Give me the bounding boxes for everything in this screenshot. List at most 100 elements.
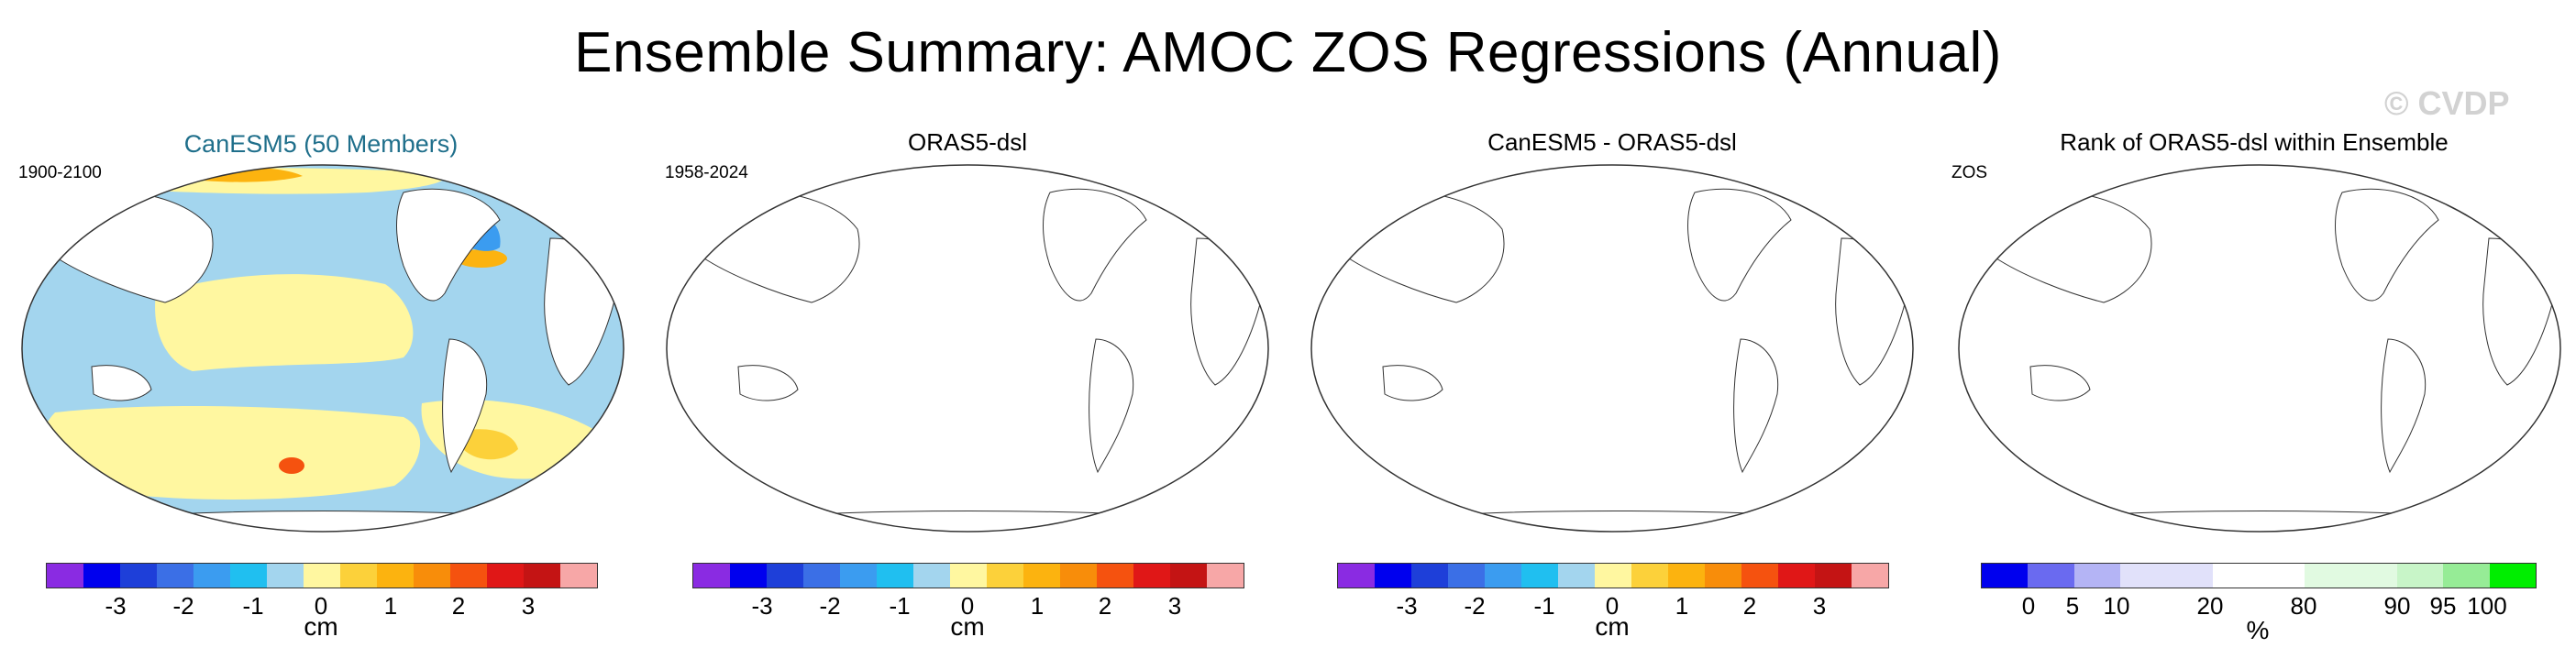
panel-difference: CanESM5 - ORAS5-dsl -3 -2 -1 0 1 2 3 — [1291, 0, 1933, 670]
colorbar-swatch — [1411, 564, 1448, 588]
colorbar-swatch — [1170, 564, 1207, 588]
colorbar-tick: 3 — [1812, 592, 1827, 620]
colorbar-tick: -1 — [242, 592, 264, 620]
colorbar-swatch — [913, 564, 950, 588]
colorbar-tick: 1 — [1030, 592, 1045, 620]
colorbar-swatch — [230, 564, 267, 588]
colorbar-tick: 95 — [2429, 592, 2457, 620]
colorbar-tick: 3 — [521, 592, 536, 620]
coastline — [1043, 188, 1147, 302]
colorbar-tick: -1 — [1533, 592, 1555, 620]
colorbar-swatch — [693, 564, 730, 588]
coastline — [1190, 237, 1264, 386]
colorbar-swatch — [1668, 564, 1705, 588]
map-outline — [1310, 164, 1914, 533]
colorbar-tick: -3 — [105, 592, 127, 620]
map-canesm5 — [21, 164, 625, 533]
colorbar-tick: -2 — [1464, 592, 1486, 620]
panel-title: ORAS5-dsl — [907, 128, 1028, 156]
colorbar-swatch — [487, 564, 524, 588]
colorbar-tick: 0 — [314, 592, 328, 620]
colorbar-swatch — [730, 564, 767, 588]
colorbar-swatch — [157, 564, 193, 588]
colorbar-swatch — [1852, 564, 1888, 588]
colorbar-tick: 10 — [2103, 592, 2130, 620]
colorbar-swatch — [767, 564, 803, 588]
panel-rank: Rank of ORAS5-dsl within Ensemble ZOS 0 … — [1933, 0, 2575, 670]
map-outline — [666, 164, 1269, 533]
colorbar-swatch — [414, 564, 450, 588]
map-oras5 — [666, 164, 1269, 533]
colorbar-unit: cm — [304, 612, 338, 641]
panel-left-string: 1958-2024 — [665, 163, 748, 182]
coastline — [2482, 237, 2556, 386]
coastline — [2029, 365, 2091, 401]
colorbar-swatch — [2489, 564, 2536, 588]
colorbar-swatch — [267, 564, 304, 588]
colorbar-swatch — [2073, 564, 2120, 588]
colorbar-tick: 80 — [2290, 592, 2317, 620]
colorbar-tick: 2 — [1742, 592, 1757, 620]
colorbar-tick: 100 — [2467, 592, 2507, 620]
colorbar-tick: -1 — [889, 592, 911, 620]
landmass — [442, 338, 488, 474]
colorbar-swatch — [1375, 564, 1411, 588]
map-rank — [1958, 164, 2561, 533]
panel-title: CanESM5 - ORAS5-dsl — [1487, 128, 1737, 156]
coastline — [679, 188, 860, 303]
colorbar-swatch — [1338, 564, 1375, 588]
colorbar-swatch — [83, 564, 120, 588]
colorbar-swatch — [1982, 564, 2029, 588]
colorbar-tick: 90 — [2383, 592, 2411, 620]
colorbar-swatch — [1631, 564, 1668, 588]
colorbar-swatch — [1485, 564, 1521, 588]
colorbar-tick: 2 — [1098, 592, 1112, 620]
colorbar — [692, 563, 1244, 588]
colorbar-swatch — [2028, 564, 2074, 588]
colorbar-swatch — [1133, 564, 1170, 588]
colorbar-swatch — [1060, 564, 1097, 588]
colorbar-tick: -3 — [751, 592, 773, 620]
colorbar-tick: 5 — [2065, 592, 2080, 620]
colorbar-swatch — [950, 564, 987, 588]
colorbar-swatch — [1097, 564, 1133, 588]
coastline — [1733, 338, 1779, 474]
colorbar-swatch — [1815, 564, 1852, 588]
colorbar-swatch — [47, 564, 83, 588]
colorbar-tick: -3 — [1396, 592, 1418, 620]
colorbar-tick: 0 — [1605, 592, 1620, 620]
coastline — [756, 511, 1198, 519]
colorbar-swatch — [193, 564, 230, 588]
colorbar-swatch — [877, 564, 913, 588]
colorbar-unit: cm — [1595, 612, 1630, 641]
colorbar-swatch — [2443, 564, 2490, 588]
coastline — [1323, 188, 1505, 303]
colorbar-tick: 0 — [2021, 592, 2036, 620]
colorbar-unit: cm — [950, 612, 985, 641]
colorbar — [46, 563, 598, 588]
panel-title: CanESM5 (50 Members) — [183, 130, 459, 158]
colorbar-tick: 3 — [1167, 592, 1182, 620]
colorbar-tick: 2 — [451, 592, 466, 620]
coastline — [2381, 338, 2427, 474]
coastline — [1687, 188, 1792, 302]
colorbar-swatch — [987, 564, 1023, 588]
colorbar-swatch — [1558, 564, 1595, 588]
colorbar-swatch — [1023, 564, 1060, 588]
map-outline — [1958, 164, 2561, 533]
strong-positive-region — [279, 457, 304, 474]
colorbar-tick: 0 — [960, 592, 975, 620]
colorbar-tick: 1 — [383, 592, 398, 620]
colorbar-swatch — [340, 564, 377, 588]
colorbar-swatch — [1207, 564, 1244, 588]
colorbar-swatch — [377, 564, 414, 588]
positive-region — [155, 274, 414, 371]
landmass — [91, 365, 152, 401]
colorbar-swatch — [1778, 564, 1815, 588]
landmass — [109, 511, 551, 532]
colorbar — [1337, 563, 1889, 588]
coastline — [1971, 188, 2152, 303]
coastline — [1835, 237, 1908, 386]
colorbar-swatch — [1741, 564, 1778, 588]
colorbar-unit: % — [2246, 616, 2270, 644]
